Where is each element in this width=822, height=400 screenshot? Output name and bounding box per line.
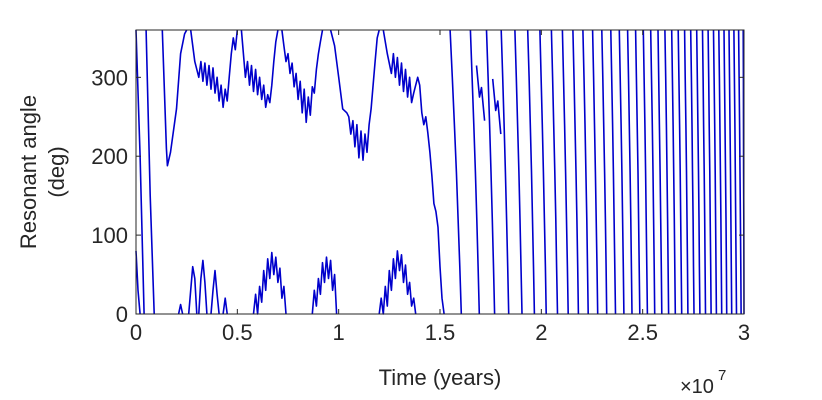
series-line-kink bbox=[475, 65, 486, 121]
series-line-segment bbox=[670, 29, 677, 315]
series-line-segment bbox=[539, 29, 547, 315]
series-line-segment bbox=[189, 29, 239, 109]
series-line-segment bbox=[689, 29, 695, 315]
series-line-segment bbox=[382, 29, 445, 315]
series-line-segment bbox=[550, 29, 559, 315]
x-tick-label: 1.5 bbox=[425, 320, 456, 345]
series-line-segment bbox=[664, 29, 670, 315]
series-line-segment bbox=[526, 29, 536, 315]
y-axis-label: Resonant angle bbox=[16, 95, 41, 249]
plot-lines bbox=[135, 29, 745, 315]
series-line-segment bbox=[582, 29, 589, 315]
series-line-segment bbox=[723, 29, 728, 315]
series-line-segment bbox=[281, 29, 324, 124]
series-line-segment bbox=[572, 29, 580, 315]
series-line-segment bbox=[728, 29, 733, 315]
series-line-segment bbox=[707, 29, 712, 315]
series-line-segment bbox=[701, 29, 707, 315]
x-tick-label: 0 bbox=[130, 320, 142, 345]
series-line-kink bbox=[491, 78, 502, 135]
series-line-segment bbox=[449, 29, 463, 315]
x-multiplier-base: ×10 bbox=[680, 376, 714, 398]
series-line-segment bbox=[500, 29, 510, 315]
x-tick-label: 3 bbox=[738, 320, 750, 345]
x-axis-label: Time (years) bbox=[379, 365, 502, 390]
series-line-segment bbox=[378, 250, 417, 315]
series-line-segment bbox=[591, 29, 599, 315]
series-line-segment bbox=[198, 259, 208, 315]
x-tick-label: 2.5 bbox=[627, 320, 658, 345]
y-axis-ticks: 0 100 200 300 bbox=[91, 65, 744, 327]
y-axis-label-line-2: (deg) bbox=[44, 146, 69, 197]
series-line-segment bbox=[240, 29, 279, 109]
series-line-segment bbox=[601, 29, 608, 315]
series-line-segment bbox=[695, 29, 701, 315]
series-line-segment bbox=[642, 29, 649, 315]
series-line-segment bbox=[712, 29, 718, 315]
series-line-segment bbox=[177, 303, 184, 315]
series-line-segment bbox=[329, 29, 380, 161]
series-line-segment bbox=[561, 29, 569, 315]
series-line-segment bbox=[485, 29, 496, 315]
x-tick-label: 0.5 bbox=[222, 320, 253, 345]
x-tick-label: 1 bbox=[333, 320, 345, 345]
x-multiplier-exponent: 7 bbox=[718, 367, 726, 384]
series-line-segment bbox=[733, 29, 738, 315]
series-line-segment bbox=[649, 29, 656, 315]
series-line-segment bbox=[252, 251, 287, 315]
series-line-segment bbox=[469, 29, 481, 315]
series-line-segment bbox=[610, 29, 617, 315]
y-tick-label: 100 bbox=[91, 223, 128, 248]
series-line-segment bbox=[677, 29, 683, 315]
x-axis-ticks: 0 0.5 1 1.5 2 2.5 3 bbox=[130, 30, 750, 345]
series-line-segment bbox=[311, 256, 338, 315]
y-tick-label: 0 bbox=[116, 302, 128, 327]
series-line-segment bbox=[514, 29, 523, 315]
series-line-segment bbox=[222, 297, 228, 315]
y-tick-label: 200 bbox=[91, 144, 128, 169]
series-line-segment bbox=[161, 29, 188, 167]
x-axis-multiplier: ×10 7 bbox=[680, 367, 726, 398]
series-line-segment bbox=[626, 29, 633, 315]
y-tick-label: 300 bbox=[91, 65, 128, 90]
series-line-segment bbox=[683, 29, 689, 315]
series-line-segment bbox=[187, 265, 198, 315]
y-axis-label-line-1: Resonant angle bbox=[16, 95, 41, 249]
series-line-segment bbox=[618, 29, 625, 315]
series-line-segment bbox=[657, 29, 663, 315]
series-line-segment bbox=[737, 29, 742, 315]
y-axis-label-units: (deg) bbox=[44, 146, 69, 197]
series-line-segment bbox=[135, 250, 141, 315]
series-line-segment bbox=[718, 29, 723, 315]
series-line-segment bbox=[210, 269, 220, 315]
series-line-segment bbox=[634, 29, 641, 315]
series-line-segment bbox=[145, 29, 155, 315]
x-tick-label: 2 bbox=[535, 320, 547, 345]
